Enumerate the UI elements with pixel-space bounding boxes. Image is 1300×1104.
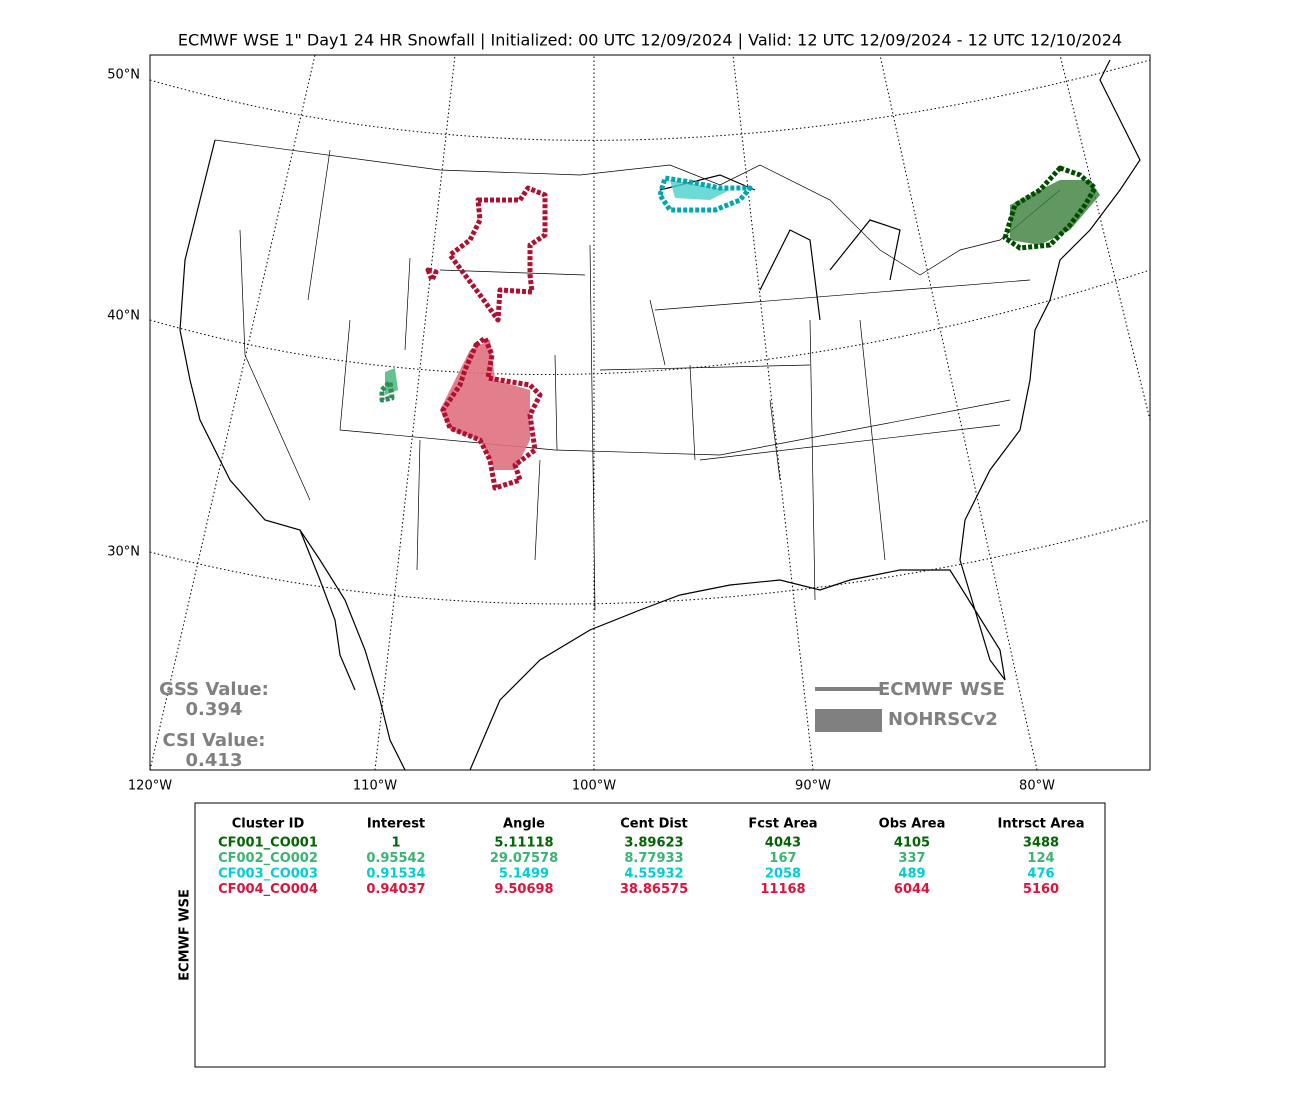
table-cell: CF001_CO001 [218, 836, 318, 851]
table-cell: 11168 [760, 882, 805, 897]
table-cell: 6044 [894, 882, 930, 897]
table-cell: 4105 [894, 836, 930, 851]
column-header: Angle [503, 817, 545, 832]
table-cell: 4043 [765, 836, 801, 851]
table-cell: CF004_CO004 [218, 882, 318, 897]
column-header: Interest [367, 817, 425, 832]
table-cell: 337 [898, 851, 925, 866]
csi-label: CSI Value: [163, 730, 266, 751]
parallel [150, 59, 1150, 141]
lat-label: 50°N [107, 68, 140, 83]
coastline [469, 59, 1141, 770]
legend-label: ECMWF WSE [878, 679, 1005, 700]
border [239, 149, 1031, 611]
table-cell: 1 [391, 836, 400, 851]
column-header: Fcst Area [748, 817, 817, 832]
table-cell: 167 [769, 851, 796, 866]
fcst-cluster [425, 185, 548, 491]
parallel [150, 519, 1150, 605]
legend-swatch [815, 709, 882, 732]
border [214, 139, 1061, 276]
lat-label: 40°N [107, 309, 140, 324]
gss-value: 0.394 [186, 699, 243, 720]
obs-cluster [670, 180, 730, 200]
table-cell: 0.94037 [366, 882, 425, 897]
table-cell: 5.1499 [499, 867, 549, 882]
column-header: Cluster ID [232, 817, 305, 832]
table-cell: 4.55932 [624, 867, 683, 882]
table-cell: 5.11118 [494, 836, 553, 851]
obs-cluster [385, 368, 398, 395]
csi-value: 0.413 [186, 750, 243, 771]
fcst-cluster [657, 175, 753, 213]
column-header: Cent Dist [620, 817, 688, 832]
table-frame [194, 802, 1106, 1068]
legend-label: NOHRSCv2 [888, 709, 998, 730]
obs-cluster [1010, 180, 1100, 245]
table-cell: 489 [898, 867, 925, 882]
lon-label: 100°W [572, 779, 616, 794]
table-cell: 2058 [765, 867, 801, 882]
title: ECMWF WSE 1" Day1 24 HR Snowfall | Initi… [178, 31, 1122, 50]
lon-label: 80°W [1019, 779, 1055, 794]
map-frame [149, 54, 1151, 771]
map: 50°N 40°N 30°N 120°W 110°W 100°W 90°W 80… [107, 54, 1151, 794]
meridian [879, 55, 1038, 770]
coastline [179, 139, 406, 770]
table-cell: 5160 [1023, 882, 1059, 897]
parallel [150, 269, 1150, 376]
table-cell: 124 [1027, 851, 1054, 866]
lat-label: 30°N [107, 545, 140, 560]
table-side-label: ECMWF WSE [178, 889, 193, 981]
table-cell: 29.07578 [490, 851, 558, 866]
table-cell: 476 [1027, 867, 1054, 882]
lon-label: 90°W [795, 779, 831, 794]
gss-label: GSS Value: [159, 679, 269, 700]
fcst-cluster [379, 379, 395, 403]
table-cell: 9.50698 [494, 882, 553, 897]
table-cell: CF003_CO003 [218, 867, 318, 882]
table-cell: 3488 [1023, 836, 1059, 851]
table-cell: 0.91534 [366, 867, 425, 882]
meridian [1059, 55, 1150, 421]
table-cell: 38.86575 [620, 882, 688, 897]
lon-label: 120°W [128, 779, 172, 794]
meridian [150, 55, 316, 770]
column-header: Obs Area [879, 817, 946, 832]
table-cell: 0.95542 [366, 851, 425, 866]
lon-label: 110°W [353, 779, 397, 794]
table-cell: CF002_CO002 [218, 851, 318, 866]
fcst-cluster [1002, 165, 1098, 251]
column-header: Intrsct Area [998, 817, 1085, 832]
table-cell: 3.89623 [624, 836, 683, 851]
table-cell: 8.77933 [624, 851, 683, 866]
meridian [732, 55, 814, 770]
